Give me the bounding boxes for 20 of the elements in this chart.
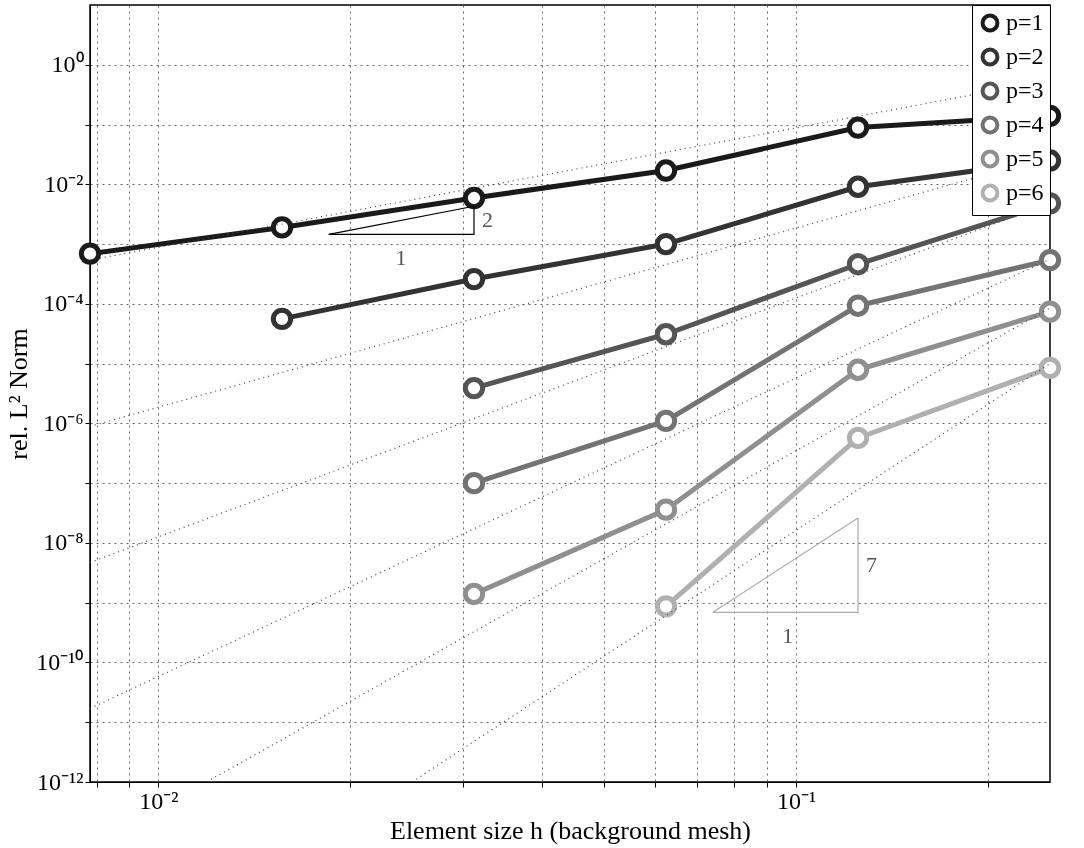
legend-label: p=1 xyxy=(1006,9,1044,35)
y-tick-label: 10⁻⁸ xyxy=(43,529,84,556)
y-axis-title: rel. L² Norm xyxy=(4,328,34,460)
y-tick-label: 10⁰ xyxy=(51,51,84,78)
y-tick-label: 10⁻² xyxy=(44,170,84,197)
legend-label: p=5 xyxy=(1006,145,1044,171)
x-axis-title: Element size h (background mesh) xyxy=(390,815,751,845)
y-tick-label: 10⁻¹² xyxy=(37,768,84,795)
annotation: 7 xyxy=(866,552,877,578)
y-tick-label: 10⁻¹⁰ xyxy=(36,648,84,675)
x-tick-label: 10⁻¹ xyxy=(777,787,817,814)
annotation: 2 xyxy=(482,207,493,233)
legend-label: p=4 xyxy=(1006,111,1044,137)
annotation: 1 xyxy=(782,623,794,649)
y-tick-label: 10⁻⁴ xyxy=(43,290,84,317)
annotation: 1 xyxy=(395,245,407,271)
y-tick-label: 10⁻⁶ xyxy=(43,409,84,436)
legend-label: p=2 xyxy=(1006,43,1044,69)
legend-label: p=3 xyxy=(1006,77,1044,103)
legend-label: p=6 xyxy=(1006,179,1044,205)
